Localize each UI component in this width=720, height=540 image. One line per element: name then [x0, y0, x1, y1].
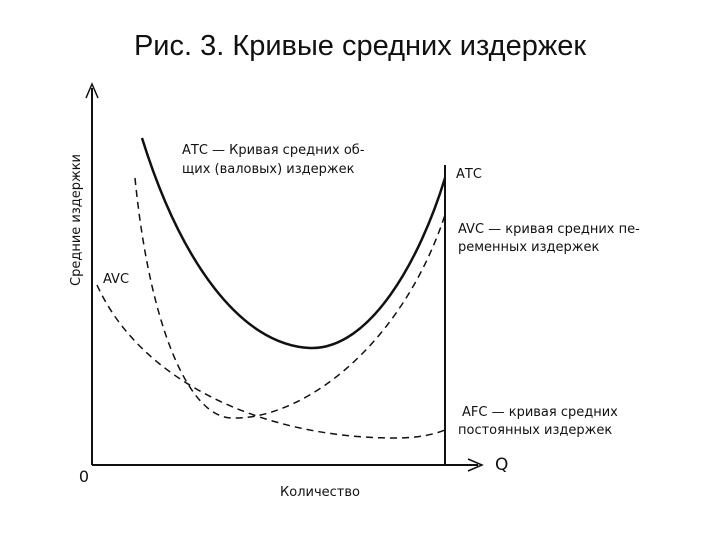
x-arrow — [467, 458, 484, 472]
afc-note-line: AFC — кривая средних — [462, 405, 618, 420]
x-label: Количество — [280, 485, 360, 500]
y-label: Средние издержки — [69, 154, 84, 286]
atc-note-line: щих (валовых) издержек — [182, 162, 355, 177]
afc-note-line: постоянных издержек — [458, 423, 612, 438]
avc-start-label: AVC — [103, 272, 129, 287]
afc-curve — [96, 284, 446, 439]
atc-curve — [140, 137, 447, 350]
q-label: Q — [495, 455, 508, 475]
avc-note-line: AVC — кривая средних пе- — [458, 222, 640, 237]
title: Рис. 3. Кривые средних издержек — [134, 30, 586, 62]
avc-note-line: ременных издержек — [458, 240, 599, 255]
origin: 0 — [79, 467, 89, 486]
atc-note-line: АТС — Кривая средних об- — [182, 143, 365, 158]
avc-curve — [134, 177, 446, 419]
atc-end-label: АТС — [456, 167, 482, 182]
y-arrow — [85, 82, 99, 99]
